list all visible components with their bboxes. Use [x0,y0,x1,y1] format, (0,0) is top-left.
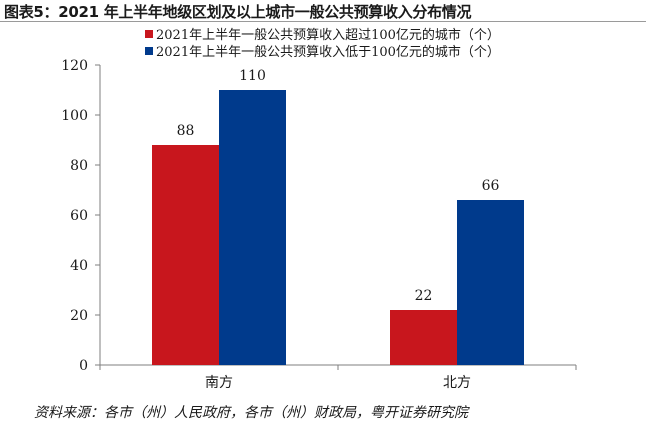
chart-data-labels: 88 110 22 66 [177,68,500,304]
y-tick-label: 120 [61,58,88,74]
bar-2-1 [219,90,286,365]
bar-2-2 [457,200,524,365]
x-tick-label: 北方 [443,375,471,391]
bar-1-2 [390,310,457,365]
chart-axes: 0 20 40 60 80 100 120 南方 北方 [61,58,577,391]
chart-legend: 2021年上半年一般公共预算收入超过100亿元的城市（个）2021年上半年一般公… [145,27,500,60]
legend-swatch [145,30,153,38]
y-tick-label: 60 [70,208,88,224]
bar-1-1 [152,145,219,365]
data-label: 22 [415,288,433,304]
legend-label: 2021年上半年一般公共预算收入低于100亿元的城市（个） [156,44,500,60]
x-tick-label: 南方 [205,375,233,391]
figure-title: 图表5：2021 年上半年地级区划及以上城市一般公共预算收入分布情况 [4,3,472,21]
legend-swatch [145,47,153,55]
title-divider [0,21,646,22]
data-label: 110 [239,68,266,84]
legend-label: 2021年上半年一般公共预算收入超过100亿元的城市（个） [156,27,500,43]
chart-bars [152,90,524,365]
y-tick-label: 100 [61,108,88,124]
source-note: 资料来源：各市（州）人民政府，各市（州）财政局，粤开证券研究院 [34,405,468,421]
y-tick-label: 40 [70,258,88,274]
data-label: 66 [482,178,500,194]
y-tick-label: 0 [79,358,88,374]
y-tick-label: 80 [70,158,88,174]
data-label: 88 [177,123,195,139]
y-tick-label: 20 [70,308,88,324]
